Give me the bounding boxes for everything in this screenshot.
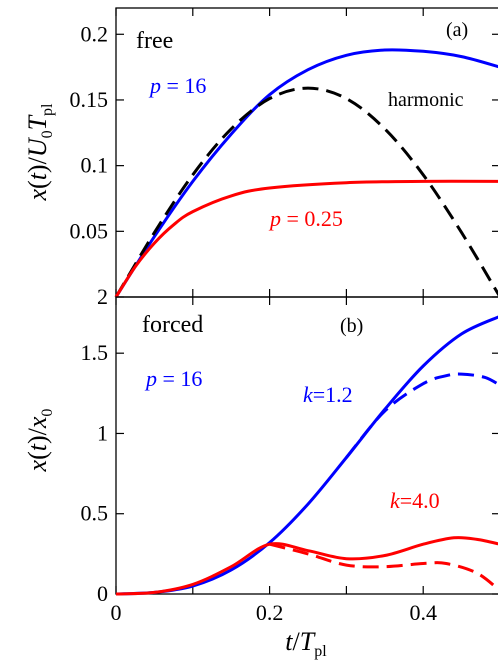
panel-b-ylabel: x(t)/x0 <box>23 409 56 473</box>
panel-a-ylabel: x(t)/U0Tpl <box>23 103 56 202</box>
x-tick-label-b-0: 0 <box>111 600 122 625</box>
y-tick-label-b-3: 1.5 <box>81 340 109 365</box>
y-tick-label-a-4: 0.2 <box>81 21 109 46</box>
panel-b-ticks: 0 0.5 1 1.5 0 0.2 0.4 <box>81 297 498 625</box>
panel-a-frame <box>115 7 498 298</box>
annotation-k12: k=1.2 <box>303 382 353 407</box>
series-line-b-1 <box>345 372 498 459</box>
panel-b-xlabel: t/Tpl <box>285 627 327 660</box>
x-tick-label-b-2: 0.2 <box>256 600 284 625</box>
panel-a-label: (a) <box>446 19 468 41</box>
panel-b-series <box>115 315 498 596</box>
panel-b-frame <box>115 296 498 595</box>
series-line-a-0 <box>114 48 498 298</box>
panel-a-corner-label: free <box>136 28 173 54</box>
annotation-p16-a: p = 16 <box>148 73 206 98</box>
panel-b-label: (b) <box>340 315 363 337</box>
panel-b: 00.511.50 0.2 0.4 forced (b) p = 16 k=1.2 … <box>23 296 498 660</box>
annotation-p025: p = 0.25 <box>268 206 343 231</box>
panel-a-ticks: 2 0.05 0.1 0.15 0.2 <box>70 8 498 309</box>
y-tick-label-b-0: 0 <box>97 581 108 606</box>
panel-b-corner-label: forced <box>142 312 203 338</box>
y-tick-label-a-1: 0.05 <box>70 218 109 243</box>
y-tick-label-b-2: 1 <box>97 420 108 445</box>
annotation-harmonic: harmonic <box>388 89 464 111</box>
panel-a-series <box>114 48 498 298</box>
x-tick-label-b-4: 0.4 <box>409 600 437 625</box>
y-tick-label-b-1: 0.5 <box>81 501 109 526</box>
y-tick-label-a-2: 0.1 <box>81 153 109 178</box>
y-tick-label-a-0: 2 <box>97 284 108 309</box>
annotation-p16-b: p = 16 <box>144 366 202 391</box>
harmonic-label-bg <box>384 86 488 112</box>
annotation-k40: k=4.0 <box>390 488 440 513</box>
series-line-a-1 <box>114 86 498 298</box>
y-tick-label-a-3: 0.15 <box>70 87 109 112</box>
series-line-a-2 <box>114 179 498 298</box>
series-line-b-2 <box>115 536 498 596</box>
panel-a: 2 0.05 0.1 0.15 0.2 free (a) p = 16 harmonic… <box>23 7 498 309</box>
